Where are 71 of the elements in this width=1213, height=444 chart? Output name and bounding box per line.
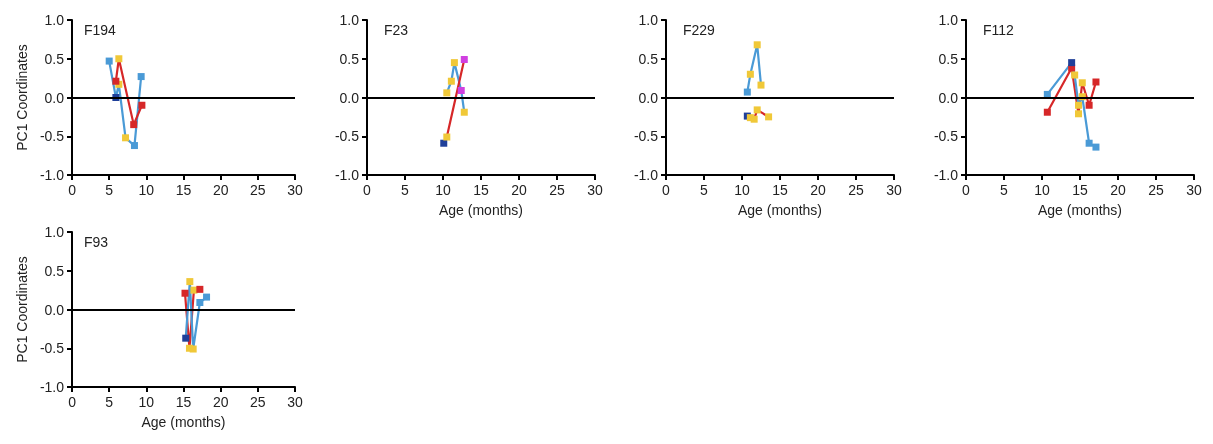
x-tick-label: 25 (250, 182, 266, 198)
x-tick-label: 0 (962, 182, 971, 198)
x-axis-title: Age (months) (141, 414, 226, 430)
y-axis-title: PC1 Coordinates (14, 256, 30, 363)
x-tick-label: 20 (212, 182, 229, 198)
y-tick-label: 0.0 (638, 89, 659, 106)
x-tick-label: 10 (1034, 182, 1050, 198)
x-tick-label: 15 (772, 182, 788, 198)
x-tick-label: 0 (68, 182, 77, 198)
x-tick-label: 15 (1072, 182, 1088, 198)
x-tick-label: 10 (435, 182, 451, 198)
chart-title: F194 (84, 22, 117, 38)
y-tick-label: 0.5 (44, 262, 65, 279)
x-tick-label: 5 (401, 182, 410, 198)
y-tick-label: 0.0 (44, 301, 65, 318)
x-tick-label: 5 (105, 394, 114, 410)
y-tick-label: -1.0 (39, 379, 65, 395)
y-tick-label: 0.0 (44, 89, 65, 106)
y-tick-label: -1.0 (334, 167, 360, 183)
x-axis-title: Age (months) (737, 202, 823, 218)
y-tick-label: -0.5 (39, 340, 65, 357)
x-tick-label: 0 (662, 182, 671, 198)
x-tick-label: 25 (549, 182, 565, 198)
y-axis-title: PC1 Coordinates (14, 44, 30, 151)
x-axis-title: Age (months) (438, 202, 524, 218)
chart-title: F229 (683, 22, 716, 38)
x-tick-label: 30 (1186, 182, 1202, 198)
y-tick-label: -1.0 (633, 167, 659, 183)
chart-title: F112 (983, 22, 1015, 38)
x-tick-label: 15 (175, 182, 192, 198)
y-tick-label: 1.0 (339, 12, 360, 28)
y-tick-label: -1.0 (933, 167, 959, 183)
y-tick-label: 0.5 (938, 50, 959, 67)
y-tick-label: 0.0 (339, 89, 360, 106)
x-tick-label: 0 (68, 394, 77, 410)
y-tick-label: -0.5 (334, 128, 360, 145)
x-tick-label: 20 (810, 182, 826, 198)
y-tick-label: 0.5 (44, 50, 65, 67)
x-tick-label: 10 (138, 394, 155, 410)
x-tick-label: 25 (250, 394, 266, 410)
chart-title: F93 (84, 234, 109, 250)
y-tick-label: -0.5 (633, 128, 659, 145)
y-tick-label: 1.0 (638, 12, 659, 28)
x-tick-label: 10 (734, 182, 750, 198)
x-tick-label: 30 (287, 182, 303, 198)
x-tick-label: 20 (212, 394, 229, 410)
x-tick-label: 20 (511, 182, 527, 198)
x-tick-label: 5 (1000, 182, 1009, 198)
x-tick-label: 10 (138, 182, 155, 198)
y-tick-label: 0.5 (638, 50, 659, 67)
x-tick-label: 5 (105, 182, 114, 198)
x-tick-label: 30 (886, 182, 902, 198)
y-tick-label: 0.5 (339, 50, 360, 67)
x-tick-label: 30 (287, 394, 303, 410)
x-tick-label: 25 (1148, 182, 1164, 198)
y-tick-label: 0.0 (938, 89, 959, 106)
y-tick-label: 1.0 (44, 224, 65, 240)
y-tick-label: -0.5 (933, 128, 959, 145)
x-tick-label: 0 (363, 182, 372, 198)
y-tick-label: -1.0 (39, 167, 65, 183)
y-tick-label: 1.0 (938, 12, 959, 28)
x-tick-label: 15 (175, 394, 192, 410)
x-tick-label: 20 (1110, 182, 1126, 198)
x-tick-label: 15 (473, 182, 489, 198)
y-tick-label: 1.0 (44, 12, 65, 28)
chart-title: F23 (384, 22, 409, 38)
x-tick-label: 25 (848, 182, 864, 198)
x-tick-label: 30 (587, 182, 603, 198)
y-tick-label: -0.5 (39, 128, 65, 145)
x-tick-label: 5 (700, 182, 709, 198)
x-axis-title: Age (months) (1037, 202, 1123, 218)
